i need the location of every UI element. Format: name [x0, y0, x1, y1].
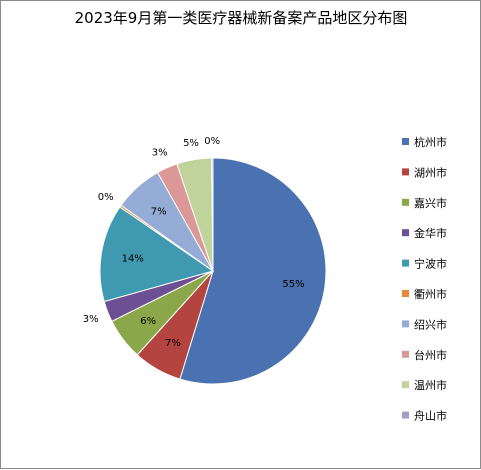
data-label-6: 0% — [98, 192, 114, 203]
pie-slice-10 — [211, 157, 214, 272]
legend-label-5: 宁波市 — [414, 257, 447, 271]
legend-swatch-3 — [402, 198, 409, 206]
data-label-1: 55% — [282, 279, 304, 290]
legend-swatch-5 — [402, 259, 409, 267]
data-label-9: 5% — [183, 138, 199, 149]
legend-swatch-8 — [402, 350, 409, 358]
data-label-10: 0% — [204, 136, 220, 147]
legend-label-2: 湖州市 — [414, 165, 447, 179]
legend-label-10: 舟山市 — [414, 409, 447, 423]
data-label-4: 3% — [83, 314, 99, 325]
legend-label-8: 台州市 — [414, 348, 447, 362]
legend-swatch-2 — [402, 168, 409, 176]
legend-swatch-7 — [402, 320, 409, 328]
pie-slice-5 — [99, 206, 215, 303]
legend-swatch-9 — [402, 381, 409, 389]
legend-swatch-10 — [402, 411, 409, 419]
data-label-3: 6% — [140, 316, 156, 327]
chart-title: 2023年9月第一类医疗器械新备案产品地区分布图 — [75, 9, 408, 27]
data-label-7: 7% — [151, 207, 167, 218]
legend-label-9: 温州市 — [414, 378, 447, 392]
pie-slices — [99, 157, 327, 385]
data-labels: 55% 7% 6% 3% 14% 0% 7% 3% 5% 0% — [83, 136, 305, 349]
legend-label-3: 嘉兴市 — [414, 196, 447, 210]
legend-label-6: 衢州市 — [414, 287, 447, 301]
legend-label-7: 绍兴市 — [414, 317, 447, 331]
legend-swatch-1 — [402, 138, 409, 145]
legend-swatch-4 — [402, 229, 409, 237]
data-label-2: 7% — [165, 338, 181, 349]
data-label-8: 3% — [152, 147, 168, 158]
legend-label-1: 杭州市 — [414, 135, 447, 149]
pie-slice-1 — [179, 157, 327, 385]
data-label-5: 14% — [122, 254, 144, 265]
legend-label-4: 金华市 — [414, 226, 447, 240]
legend-swatch-6 — [402, 290, 409, 297]
